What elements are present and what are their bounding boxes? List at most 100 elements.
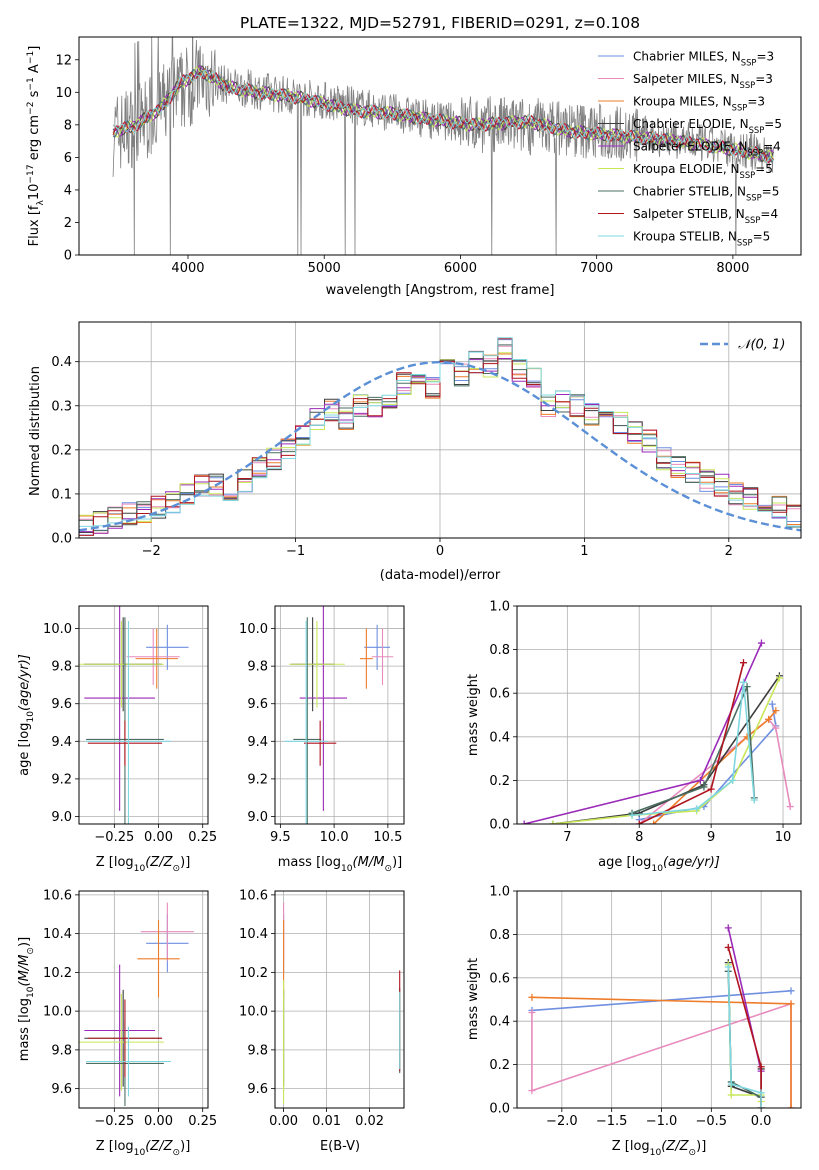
legend-entry: Salpeter MILES, NSSP=3 <box>633 72 773 90</box>
axes-age_Z: −0.25 0.00 0.25 9.0 9.2 9.4 9.6 9.8 10.0 Z [log10… <box>17 605 217 874</box>
plot-area <box>528 924 795 1108</box>
x-tick-label: −0.25 <box>94 830 134 845</box>
weight-marker <box>786 803 794 811</box>
y-tick-label: 0 <box>64 249 72 264</box>
y-tick-label: 6 <box>64 151 72 166</box>
weight-line <box>727 966 762 1108</box>
x-tick-label: 5000 <box>308 261 341 276</box>
y-tick-label: 10.0 <box>43 622 72 637</box>
y-axis-label: Flux [fλ10−17 erg cm−2 s−1 A−1] <box>26 46 46 247</box>
plot-area <box>112 37 775 255</box>
y-tick-label: 0.8 <box>489 643 510 658</box>
y-tick-label: 10.2 <box>239 966 268 981</box>
x-tick-label: 7000 <box>580 261 613 276</box>
x-tick-label: −0.25 <box>94 1114 134 1129</box>
axes-frame <box>78 890 209 1109</box>
axes-spectrum: 4000 5000 6000 7000 8000 0 2 4 6 8 10 12 Flux [fλ10−… <box>26 36 802 298</box>
y-tick-label: 8 <box>64 118 72 133</box>
y-tick-label: 10.4 <box>239 927 268 942</box>
weight-marker <box>787 987 795 995</box>
y-axis-label: Normed distribution <box>28 366 43 496</box>
x-axis-label: wavelength [Angstrom, rest frame] <box>326 283 555 298</box>
axes-mass_ebv: 0.00 0.01 0.02 9.6 9.8 10.0 10.2 10.4 10.6 E(B-V) <box>239 888 405 1154</box>
y-tick-label: 12 <box>55 53 72 68</box>
y-tick-label: 0.4 <box>489 1015 510 1030</box>
axes-frame <box>78 321 802 539</box>
data-spectrum-line <box>112 37 774 255</box>
y-tick-label: 9.6 <box>51 1082 72 1097</box>
x-tick-label: 10 <box>775 830 792 845</box>
x-tick-label: 0.00 <box>269 1114 298 1129</box>
plot-area <box>79 337 801 538</box>
axes-weight_age: 7 8 9 10 0.0 0.2 0.4 0.6 0.8 1.0 age [log10(age/yr… <box>466 600 802 874</box>
y-tick-label: 10.2 <box>43 966 72 981</box>
y-tick-label: 2 <box>64 216 72 231</box>
axes-frame <box>274 890 405 1109</box>
x-axis-label: E(B-V) <box>320 1139 360 1154</box>
weight-marker <box>739 678 747 686</box>
weight-marker <box>650 820 658 824</box>
weight-marker <box>528 993 536 1001</box>
legend-entry: Kroupa STELIB, NSSP=5 <box>633 230 770 248</box>
x-tick-label: −1.0 <box>646 1114 678 1129</box>
x-tick-label: −0.5 <box>696 1114 728 1129</box>
x-axis-label: Z [log10(Z/Z⊙)] <box>96 855 191 874</box>
legend-entry: Kroupa ELODIE, NSSP=5 <box>633 162 773 180</box>
y-tick-label: 9.0 <box>247 810 268 825</box>
y-tick-label: 9.2 <box>247 772 268 787</box>
weight-marker <box>528 1009 536 1017</box>
y-tick-label: 0.0 <box>51 532 72 547</box>
x-tick-label: 8 <box>635 830 643 845</box>
axes-frame <box>78 605 209 825</box>
y-tick-label: 9.6 <box>247 1082 268 1097</box>
axes-weight_Z: −2.0 −1.5 −1.0 −0.5 0.0 0.0 0.2 0.4 0.6 0.8 1.0 Z [… <box>466 885 802 1158</box>
y-tick-label: 0.0 <box>489 818 510 833</box>
gaussian-curve <box>79 360 801 532</box>
weight-marker <box>765 715 773 723</box>
x-tick-label: 0 <box>436 544 444 559</box>
y-tick-label: 10.6 <box>239 888 268 903</box>
weight-marker <box>724 924 732 932</box>
residual-histogram <box>79 337 801 538</box>
axes-frame <box>516 605 802 825</box>
x-tick-label: 10.0 <box>320 830 349 845</box>
weight-marker <box>729 776 737 784</box>
y-tick-label: 10.6 <box>43 888 72 903</box>
x-tick-label: −2.0 <box>546 1114 578 1129</box>
model-spectrum-line <box>112 69 774 164</box>
y-tick-label: 9.8 <box>247 660 268 675</box>
weight-marker <box>757 639 765 647</box>
x-tick-label: −1 <box>286 544 305 559</box>
y-tick-label: 0.2 <box>489 774 510 789</box>
legend-entry: Salpeter STELIB, NSSP=4 <box>633 207 778 225</box>
x-tick-label: 0.01 <box>312 1114 341 1129</box>
x-axis-label: mass [log10(M/M⊙)] <box>278 855 402 874</box>
y-tick-label: 0.6 <box>489 687 510 702</box>
plot-area <box>283 902 401 1105</box>
y-tick-label: 9.8 <box>51 1043 72 1058</box>
y-axis-label: mass [log10(M/M⊙)] <box>17 937 36 1061</box>
legend-entry: Kroupa MILES, NSSP=3 <box>633 95 765 113</box>
weight-marker <box>528 1087 536 1095</box>
y-tick-label: 0.0 <box>489 1102 510 1117</box>
x-tick-label: 0.00 <box>144 830 173 845</box>
legend-entry: Chabrier STELIB, NSSP=5 <box>633 185 779 203</box>
weight-marker <box>787 1000 795 1008</box>
weight-marker <box>757 1089 765 1097</box>
x-axis-label: (data-model)/error <box>380 568 501 583</box>
x-tick-label: 0.25 <box>188 830 217 845</box>
y-tick-label: 9.8 <box>247 1043 268 1058</box>
x-tick-label: 4000 <box>171 261 204 276</box>
x-tick-label: 0.00 <box>144 1114 173 1129</box>
y-tick-label: 4 <box>64 183 72 198</box>
x-tick-label: 0.25 <box>188 1114 217 1129</box>
axes-frame <box>274 605 405 825</box>
x-tick-label: −1.5 <box>596 1114 628 1129</box>
weight-marker <box>743 733 751 741</box>
y-tick-label: 9.4 <box>51 735 72 750</box>
y-tick-label: 10.0 <box>239 622 268 637</box>
axes-residuals: −2 −1 0 1 2 0.0 0.1 0.2 0.3 0.4 𝒩(0, 1) Normed dist… <box>28 321 802 583</box>
axes-mass_Z: −0.25 0.00 0.25 9.6 9.8 10.0 10.2 10.4 10.6 Z [lo… <box>17 888 217 1158</box>
x-tick-label: 7 <box>563 830 571 845</box>
